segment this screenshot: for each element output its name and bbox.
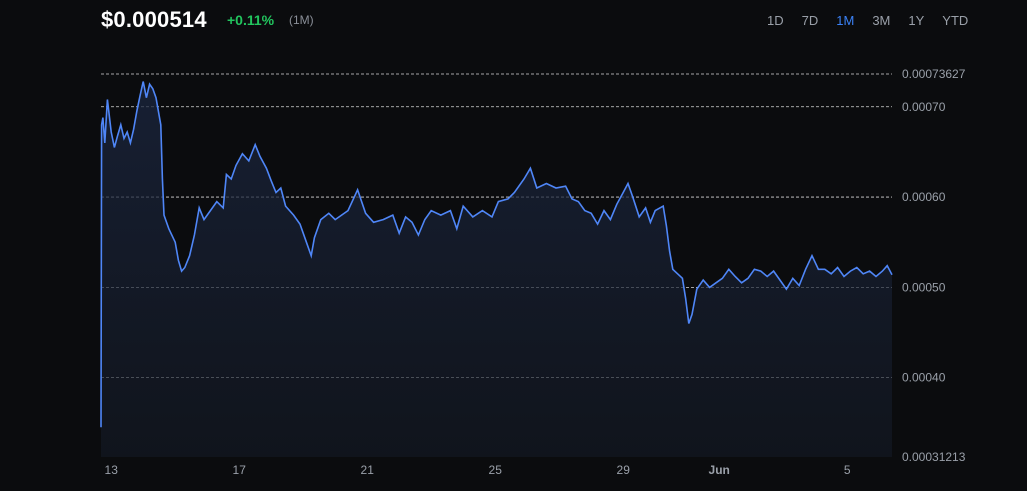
- y-tick-label: 0.00031213: [902, 450, 966, 464]
- range-1d[interactable]: 1D: [760, 11, 791, 30]
- y-tick-label: 0.00060: [902, 190, 946, 204]
- range-7d[interactable]: 7D: [795, 11, 826, 30]
- x-tick-label: Jun: [709, 463, 730, 477]
- range-1m[interactable]: 1M: [829, 11, 861, 30]
- y-tick-label: 0.00040: [902, 371, 946, 385]
- price-change: +0.11%: [227, 12, 275, 28]
- x-tick-label: 17: [233, 463, 247, 477]
- chart-header: $0.000514 +0.11% (1M) 1D 7D 1M 3M 1Y YTD: [0, 0, 1027, 40]
- x-tick-label: 29: [617, 463, 631, 477]
- x-tick-label: 25: [489, 463, 503, 477]
- y-tick-label: 0.00073627: [902, 67, 966, 81]
- y-tick-label: 0.00050: [902, 280, 946, 294]
- current-price: $0.000514: [101, 7, 207, 32]
- x-tick-label: 5: [844, 463, 851, 477]
- range-1y[interactable]: 1Y: [901, 11, 931, 30]
- x-tick-label: 13: [105, 463, 119, 477]
- price-line: [100, 81, 893, 428]
- range-3m[interactable]: 3M: [865, 11, 897, 30]
- x-tick-label: 21: [361, 463, 375, 477]
- y-axis: 0.00073627 0.00070 0.00060 0.00050 0.00040 0.…: [902, 67, 966, 464]
- x-axis: 13 17 21 25 29 Jun 5: [105, 463, 851, 477]
- y-tick-label: 0.00070: [902, 100, 946, 114]
- range-ytd[interactable]: YTD: [935, 11, 975, 30]
- price-area: [101, 81, 892, 457]
- change-period: (1M): [289, 13, 314, 27]
- range-selector: 1D 7D 1M 3M 1Y YTD: [758, 11, 977, 30]
